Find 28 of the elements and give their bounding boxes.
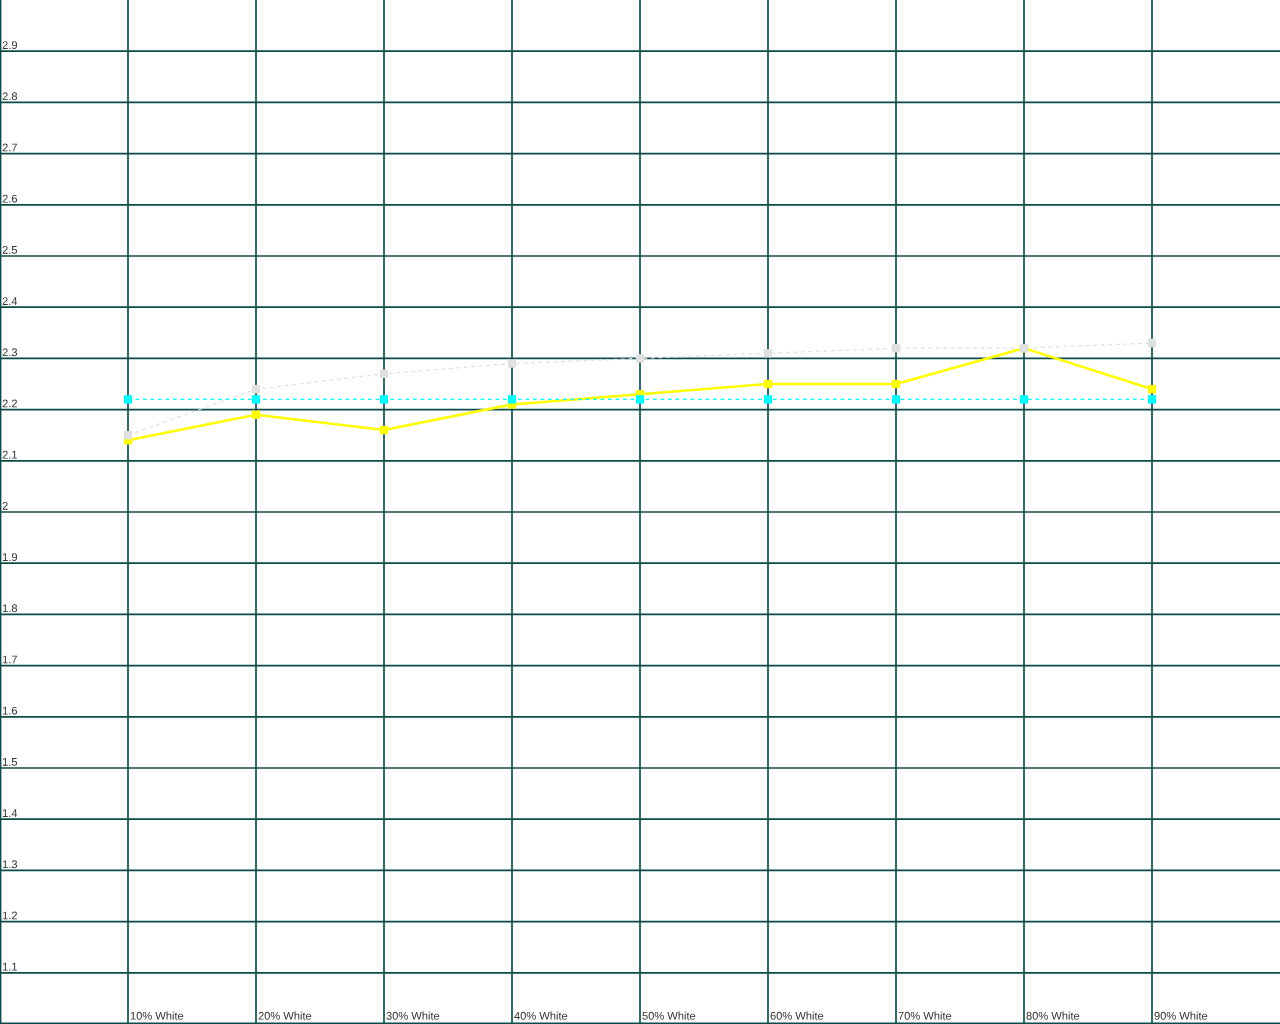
- x-tick-label: 60% White: [770, 1011, 824, 1020]
- x-tick-label: 70% White: [898, 1011, 952, 1020]
- y-tick-label: 2.8: [2, 92, 18, 101]
- x-tick-label: 10% White: [130, 1011, 184, 1020]
- y-tick-label: 1.1: [2, 962, 17, 971]
- y-tick-label: 1.6: [2, 706, 18, 715]
- y-tick-label: 1.4: [2, 809, 18, 817]
- x-tick-label: 50% White: [642, 1011, 696, 1020]
- x-tick-label: 80% White: [1026, 1011, 1080, 1020]
- y-tick-label: 2.4: [2, 297, 18, 305]
- y-tick-label: 2.2: [2, 399, 17, 408]
- y-tick-label: 1.7: [2, 655, 17, 664]
- y-tick-label: 1.3: [2, 860, 18, 869]
- y-tick-label: 2.1: [2, 450, 17, 459]
- y-tick-label: 2.7: [2, 143, 17, 152]
- y-tick-label: 1.8: [2, 604, 18, 613]
- x-tick-label: 40% White: [514, 1011, 568, 1020]
- y-tick-label: 2: [2, 501, 8, 510]
- x-tick-label: 20% White: [258, 1011, 312, 1020]
- y-tick-label: 2.3: [2, 348, 18, 357]
- y-tick-label: 1.2: [2, 911, 17, 920]
- y-tick-label: 2.9: [2, 41, 17, 49]
- x-tick-label: 90% White: [1154, 1011, 1208, 1020]
- y-tick-label: 2.5: [2, 245, 18, 254]
- x-tick-label: 30% White: [386, 1011, 440, 1020]
- y-tick-label: 2.6: [2, 194, 18, 203]
- y-tick-label: 1.5: [2, 758, 18, 766]
- y-tick-label: 1.9: [2, 553, 17, 561]
